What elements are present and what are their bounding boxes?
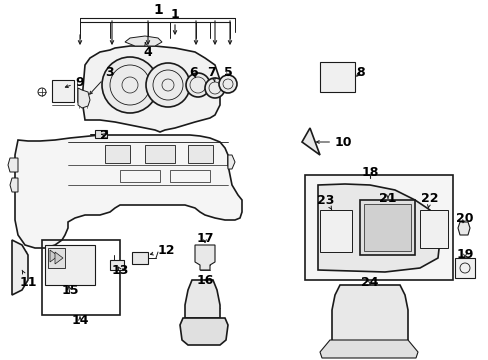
Polygon shape — [180, 318, 227, 345]
Bar — [305, 175, 452, 280]
Bar — [120, 170, 160, 182]
Text: 3: 3 — [89, 66, 114, 94]
Text: 8: 8 — [356, 66, 364, 78]
Text: 4: 4 — [143, 42, 152, 59]
Polygon shape — [302, 128, 319, 155]
Text: 13: 13 — [111, 264, 128, 276]
Polygon shape — [12, 240, 28, 295]
Text: 20: 20 — [455, 212, 473, 225]
Text: 17: 17 — [196, 231, 213, 244]
Polygon shape — [8, 158, 18, 172]
Polygon shape — [50, 250, 58, 262]
Bar — [105, 145, 130, 163]
Bar — [110, 260, 124, 270]
Polygon shape — [227, 155, 235, 169]
Text: 1: 1 — [153, 3, 163, 17]
Circle shape — [185, 73, 209, 97]
Bar — [42, 240, 120, 315]
Bar — [419, 210, 447, 248]
Polygon shape — [184, 280, 220, 318]
Text: 6: 6 — [189, 66, 198, 78]
Text: 16: 16 — [196, 274, 213, 287]
Text: 7: 7 — [207, 66, 216, 81]
Polygon shape — [125, 36, 162, 46]
Polygon shape — [48, 248, 65, 268]
Text: 15: 15 — [61, 284, 79, 297]
Bar — [52, 80, 74, 102]
Text: 12: 12 — [150, 243, 175, 257]
Text: 24: 24 — [361, 275, 378, 288]
Circle shape — [219, 75, 237, 93]
Text: 10: 10 — [316, 135, 352, 149]
Polygon shape — [319, 340, 417, 358]
Bar — [454, 258, 474, 278]
Circle shape — [102, 57, 158, 113]
Polygon shape — [317, 184, 439, 272]
Text: 23: 23 — [317, 194, 334, 210]
Text: 22: 22 — [420, 192, 438, 208]
Polygon shape — [45, 245, 95, 285]
Text: 21: 21 — [379, 192, 396, 204]
Polygon shape — [15, 135, 242, 248]
Bar — [319, 210, 351, 252]
Bar — [170, 170, 209, 182]
Bar — [363, 204, 410, 251]
Polygon shape — [78, 88, 90, 108]
Bar — [187, 145, 213, 163]
Bar — [95, 130, 107, 138]
Polygon shape — [457, 222, 469, 235]
Polygon shape — [82, 46, 220, 132]
Polygon shape — [10, 178, 18, 192]
Polygon shape — [55, 252, 63, 264]
Text: 11: 11 — [19, 270, 37, 288]
Bar — [145, 145, 175, 163]
Text: 9: 9 — [65, 76, 84, 89]
Polygon shape — [331, 285, 407, 348]
Bar — [319, 62, 354, 92]
Text: 19: 19 — [455, 248, 473, 261]
Text: 2: 2 — [100, 129, 108, 141]
Text: 18: 18 — [361, 166, 378, 179]
Text: 14: 14 — [71, 314, 88, 327]
Text: 5: 5 — [223, 66, 232, 78]
Polygon shape — [195, 245, 215, 270]
Bar — [132, 252, 148, 264]
Bar — [359, 200, 414, 255]
Circle shape — [146, 63, 190, 107]
Text: 1: 1 — [170, 8, 179, 21]
Circle shape — [204, 78, 224, 98]
